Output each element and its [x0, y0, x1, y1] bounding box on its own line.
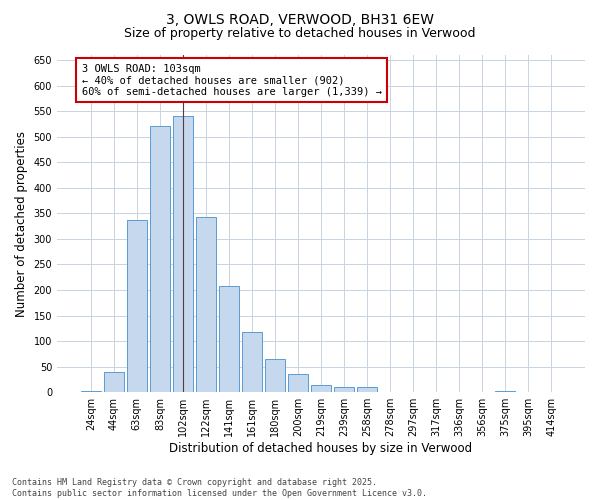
Text: 3, OWLS ROAD, VERWOOD, BH31 6EW: 3, OWLS ROAD, VERWOOD, BH31 6EW	[166, 12, 434, 26]
Text: Size of property relative to detached houses in Verwood: Size of property relative to detached ho…	[124, 28, 476, 40]
Bar	[104, 372, 124, 392]
Bar	[265, 359, 285, 392]
Bar	[334, 386, 354, 392]
Y-axis label: Number of detached properties: Number of detached properties	[15, 130, 28, 316]
Bar	[173, 116, 193, 392]
Bar	[242, 332, 262, 392]
Text: Contains HM Land Registry data © Crown copyright and database right 2025.
Contai: Contains HM Land Registry data © Crown c…	[12, 478, 427, 498]
Bar	[288, 374, 308, 392]
Bar	[196, 218, 216, 392]
Bar	[150, 126, 170, 392]
Bar	[127, 220, 146, 392]
Bar	[496, 391, 515, 392]
X-axis label: Distribution of detached houses by size in Verwood: Distribution of detached houses by size …	[169, 442, 473, 455]
Bar	[311, 384, 331, 392]
Bar	[219, 286, 239, 392]
Bar	[357, 387, 377, 392]
Text: 3 OWLS ROAD: 103sqm
← 40% of detached houses are smaller (902)
60% of semi-detac: 3 OWLS ROAD: 103sqm ← 40% of detached ho…	[82, 64, 382, 97]
Bar	[81, 391, 101, 392]
